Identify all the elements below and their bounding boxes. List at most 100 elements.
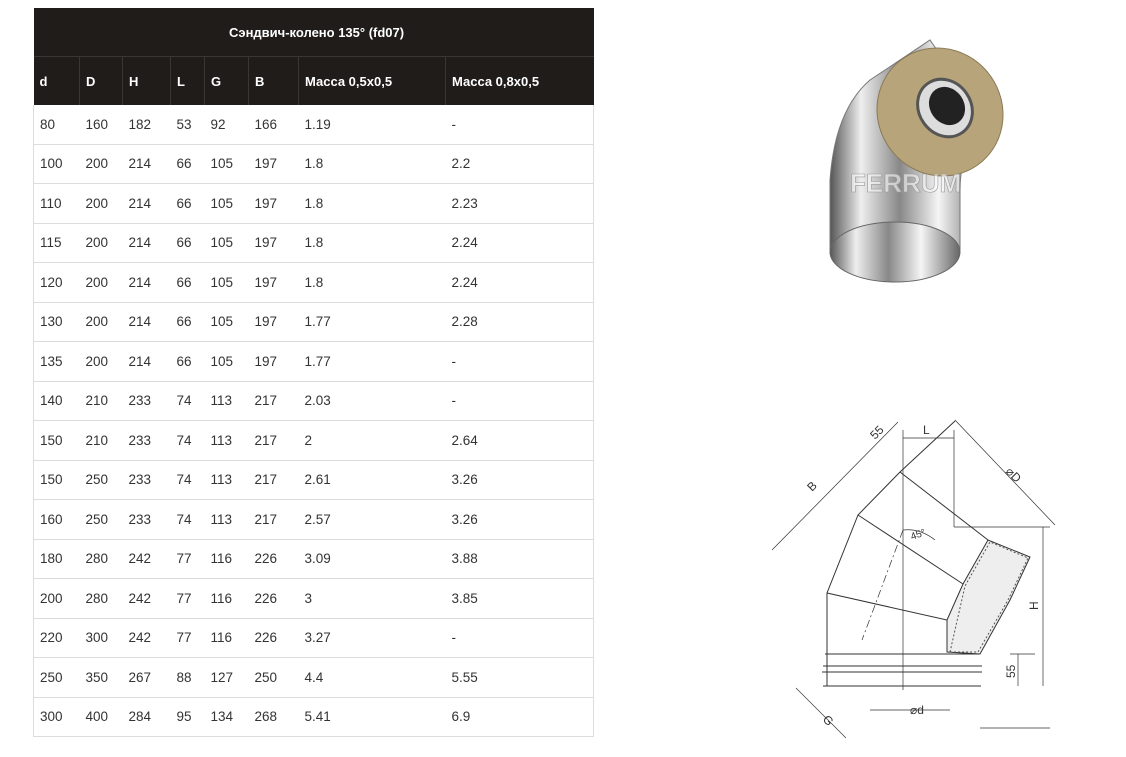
table-cell: 110	[33, 183, 80, 224]
table-cell: 280	[79, 539, 123, 579]
table-cell: 120	[33, 262, 80, 303]
table-cell: 2.03	[298, 381, 446, 421]
column-header: d	[33, 56, 80, 105]
table-cell: 280	[79, 578, 123, 619]
table-cell: 400	[79, 697, 123, 737]
column-header-row: d D H L G B Масса 0,5x0,5 Масса 0,8x0,5	[33, 56, 594, 105]
table-row: 150 250 233 74 113 217 2.61 3.26	[33, 460, 595, 500]
table-cell: -	[445, 618, 595, 658]
table-cell: 214	[122, 183, 171, 224]
table-cell: 74	[170, 499, 205, 540]
table-cell: 115	[33, 223, 80, 263]
table-cell: -	[445, 381, 595, 421]
table-row: 135 200 214 66 105 197 1.77-	[33, 341, 595, 382]
table-cell: 180	[33, 539, 80, 579]
table-cell: 2.2	[445, 144, 595, 184]
table-cell: 200	[33, 578, 80, 619]
table-cell: 1.8	[298, 183, 446, 224]
table-cell: 3.26	[445, 499, 595, 540]
table-cell: 113	[204, 420, 249, 461]
table-cell: 2.23	[445, 183, 595, 224]
table-cell: 66	[170, 144, 205, 184]
table-title: Сэндвич-колено 135° (fd07)	[33, 8, 594, 57]
table-cell: 210	[79, 381, 123, 421]
table-cell: 200	[79, 183, 123, 224]
table-row: 110 200 214 66 105 197 1.8 2.23	[33, 183, 595, 224]
table-cell: 116	[204, 539, 249, 579]
column-header: G	[204, 56, 249, 105]
table-cell: 105	[204, 262, 249, 303]
column-header: B	[248, 56, 299, 105]
table-cell: 197	[248, 302, 299, 342]
table-cell: 66	[170, 262, 205, 303]
table-cell: 3.26	[445, 460, 595, 500]
table-cell: 217	[248, 460, 299, 500]
table-cell: 200	[79, 262, 123, 303]
table-cell: 66	[170, 302, 205, 342]
table-row: 250 350 267 88 127 250 4.4 5.55	[33, 657, 595, 698]
table-cell: -	[445, 341, 595, 382]
table-cell: 53	[170, 105, 205, 145]
table-cell: 2.28	[445, 302, 595, 342]
table-cell: 88	[170, 657, 205, 698]
table-row: 130 200 214 66 105 197 1.77 2.28	[33, 302, 595, 342]
table-cell: 66	[170, 341, 205, 382]
table-cell: 233	[122, 499, 171, 540]
table-cell: 74	[170, 460, 205, 500]
label-bottom-55: 55	[1004, 664, 1018, 678]
table-cell: 105	[204, 341, 249, 382]
table-cell: 217	[248, 381, 299, 421]
table-cell: 105	[204, 302, 249, 342]
table-cell: 160	[33, 499, 80, 540]
table-cell: 214	[122, 262, 171, 303]
table-row: 180 280 242 77 116 226 3.09 3.88	[33, 539, 595, 579]
table-cell: 242	[122, 539, 171, 579]
product-photo: FERRUM	[829, 39, 1004, 283]
table-cell: 160	[79, 105, 123, 145]
table-cell: 210	[79, 420, 123, 461]
table-cell: 77	[170, 618, 205, 658]
column-header: Масса 0,8x0,5	[444, 56, 594, 105]
table-cell: 197	[248, 183, 299, 224]
table-cell: 200	[79, 302, 123, 342]
table-cell: 80	[33, 105, 80, 145]
table-cell: 135	[33, 341, 80, 382]
table-cell: 2	[298, 420, 446, 461]
spec-table: Сэндвич-колено 135° (fd07) d D H L G B Масса 0…	[33, 8, 595, 737]
table-cell: 1.77	[298, 341, 446, 382]
table-cell: 3.09	[298, 539, 446, 579]
table-cell: 1.8	[298, 262, 446, 303]
table-cell: 150	[33, 460, 80, 500]
table-cell: 300	[33, 697, 80, 737]
table-cell: 2.61	[298, 460, 446, 500]
table-cell: 242	[122, 618, 171, 658]
table-cell: 197	[248, 144, 299, 184]
table-cell: 267	[122, 657, 171, 698]
label-d: ⌀d	[910, 703, 924, 717]
table-cell: 77	[170, 578, 205, 619]
watermark: FERRUM	[850, 168, 961, 198]
label-angle: 45°	[909, 527, 927, 543]
table-cell: 242	[122, 578, 171, 619]
label-B: B	[804, 479, 820, 495]
table-row: 115 200 214 66 105 197 1.8 2.24	[33, 223, 595, 263]
table-cell: 113	[204, 499, 249, 540]
table-row: 120 200 214 66 105 197 1.8 2.24	[33, 262, 595, 303]
table-cell: 5.55	[445, 657, 595, 698]
table-cell: 2.64	[445, 420, 595, 461]
table-cell: 105	[204, 223, 249, 263]
table-cell: 66	[170, 223, 205, 263]
table-cell: 105	[204, 183, 249, 224]
table-cell: 197	[248, 341, 299, 382]
column-header: L	[170, 56, 205, 105]
table-cell: 250	[33, 657, 80, 698]
table-cell: 1.77	[298, 302, 446, 342]
table-row: 220 300 242 77 116 226 3.27-	[33, 618, 595, 658]
table-cell: 95	[170, 697, 205, 737]
table-cell: 1.8	[298, 144, 446, 184]
table-cell: 2.24	[445, 223, 595, 263]
table-cell: 197	[248, 223, 299, 263]
table-cell: 100	[33, 144, 80, 184]
label-L: L	[923, 423, 930, 437]
label-D: ⌀D	[1003, 464, 1024, 485]
